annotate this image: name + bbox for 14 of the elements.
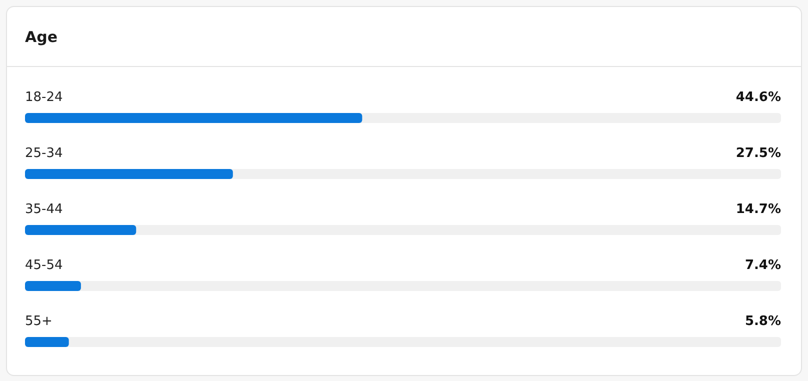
- y-tick-label: 35-44: [25, 202, 63, 217]
- bar: [25, 337, 69, 347]
- y-tick-label: 45-54: [25, 258, 63, 273]
- y-tick-label: 55+: [25, 314, 52, 329]
- data-label: 44.6%: [736, 90, 781, 105]
- chart-title: Age: [25, 28, 58, 46]
- data-label: 14.7%: [736, 202, 781, 217]
- data-label: 7.4%: [744, 258, 781, 273]
- bar: [25, 281, 81, 291]
- y-tick-label: 25-34: [25, 146, 63, 161]
- y-tick-label: 18-24: [25, 90, 63, 105]
- data-label: 5.8%: [744, 314, 781, 329]
- bar: [25, 225, 136, 235]
- data-label: 27.5%: [736, 146, 781, 161]
